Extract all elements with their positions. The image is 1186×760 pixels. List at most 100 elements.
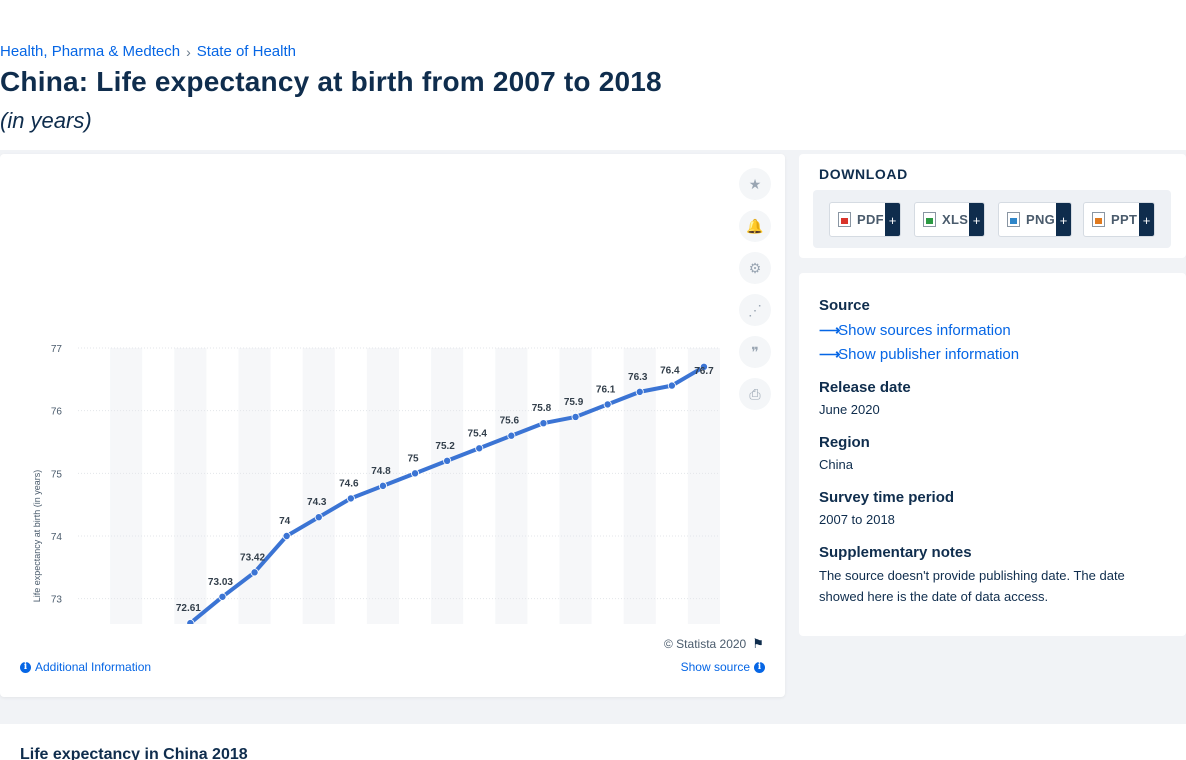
data-label: 73.42 (240, 552, 265, 563)
flag-icon[interactable]: ⚑ (752, 636, 764, 651)
data-point (635, 387, 644, 396)
related-section-title: Life expectancy in China 2018 (20, 746, 248, 760)
data-label: 75.8 (532, 403, 552, 414)
data-label: 75.6 (500, 416, 520, 427)
breadcrumb-link-health[interactable]: Health, Pharma & Medtech (0, 43, 181, 60)
data-point (314, 513, 323, 522)
download-xls-label: XLS (942, 212, 969, 227)
data-label: 72.61 (176, 603, 201, 614)
favorite-icon[interactable]: ★ (739, 168, 771, 200)
copyright-text: © Statista 2020 (664, 637, 747, 651)
y-tick-label: 75 (51, 469, 63, 480)
notification-bell-icon[interactable]: 🔔 (739, 210, 771, 242)
column-band (110, 348, 143, 624)
data-label: 74 (279, 516, 291, 527)
y-tick-label: 77 (51, 344, 63, 355)
data-point (218, 592, 227, 601)
share-icon[interactable]: ⋰ (739, 294, 771, 326)
column-band (559, 348, 592, 624)
additional-information-link[interactable]: i Additional Information (20, 660, 151, 674)
data-point (603, 400, 612, 409)
data-point (346, 494, 355, 503)
column-band (431, 348, 464, 624)
data-label: 74.8 (371, 466, 391, 477)
page-title: China: Life expectancy at birth from 200… (0, 66, 662, 97)
data-point (667, 381, 676, 390)
plus-icon: + (1139, 203, 1154, 236)
release-date-heading: Release date (819, 379, 911, 396)
data-label: 76.7 (694, 366, 714, 377)
data-label: 76.1 (596, 384, 616, 395)
plus-icon: + (1056, 203, 1071, 236)
column-band (302, 348, 335, 624)
png-file-icon (1007, 212, 1020, 227)
additional-information-label: Additional Information (35, 660, 152, 674)
data-label: 75.4 (468, 428, 488, 439)
download-pdf-button[interactable]: PDF + (829, 202, 901, 237)
breadcrumb: Health, Pharma & Medtech › State of Heal… (0, 43, 296, 60)
data-label: 74.3 (307, 497, 327, 508)
related-section: Life expectancy in China 2018 (0, 724, 1186, 760)
show-source-link[interactable]: Show source i (681, 660, 765, 674)
download-buttons-row: PDF + XLS + PNG + PPT + (813, 190, 1171, 248)
download-ppt-label: PPT (1111, 212, 1138, 227)
page-subtitle: (in years) (0, 108, 92, 133)
print-icon[interactable]: ⎙ (739, 378, 771, 410)
chart-toolbar: ★ 🔔 ⚙ ⋰ ❞ ⎙ (739, 168, 771, 420)
download-png-label: PNG (1026, 212, 1056, 227)
quote-icon[interactable]: ❞ (739, 336, 771, 368)
show-source-label: Show source (680, 660, 750, 674)
copyright-notice: © Statista 2020 ⚑ (664, 636, 764, 652)
plus-icon: + (885, 203, 900, 236)
show-publisher-link[interactable]: ⟶ Show publisher information (819, 345, 1019, 363)
y-axis-label: Life expectancy at birth (in years) (32, 470, 42, 603)
y-tick-label: 73 (51, 595, 63, 606)
show-publisher-label: Show publisher information (838, 346, 1020, 363)
ppt-file-icon (1092, 212, 1105, 227)
info-icon: i (754, 661, 765, 673)
survey-period-heading: Survey time period (819, 489, 955, 506)
data-label: 73.03 (208, 577, 233, 588)
source-heading: Source (819, 297, 870, 314)
data-point (282, 531, 291, 540)
region-heading: Region (819, 434, 870, 451)
data-point (507, 431, 516, 440)
data-label: 75.2 (435, 441, 455, 452)
arrow-right-icon: ⟶ (819, 322, 841, 339)
download-card: DOWNLOAD PDF + XLS + PNG + PPT + (799, 154, 1186, 258)
chart-card: 71727374757677Life expectancy at birth (… (0, 154, 785, 697)
data-label: 76.4 (660, 366, 680, 377)
data-label: 75 (407, 453, 419, 464)
breadcrumb-link-state-of-health[interactable]: State of Health (196, 43, 296, 60)
arrow-right-icon: ⟶ (819, 346, 841, 363)
data-point (571, 412, 580, 421)
statistic-info-card: Source ⟶ Show sources information ⟶ Show… (799, 273, 1186, 636)
data-point (443, 456, 452, 465)
data-label: 74.6 (339, 478, 359, 489)
column-band (687, 348, 720, 624)
show-sources-link[interactable]: ⟶ Show sources information (819, 321, 1011, 339)
download-xls-button[interactable]: XLS + (914, 202, 985, 237)
info-icon: i (20, 661, 31, 673)
breadcrumb-separator: › (186, 43, 191, 60)
data-point (378, 481, 387, 490)
data-label: 75.9 (564, 397, 584, 408)
pdf-file-icon (838, 212, 851, 227)
y-tick-label: 74 (51, 532, 63, 543)
data-point (699, 362, 708, 371)
data-point (539, 419, 548, 428)
life-expectancy-line-chart: 71727374757677Life expectancy at birth (… (32, 344, 720, 624)
survey-period-value: 2007 to 2018 (819, 512, 895, 527)
show-sources-label: Show sources information (838, 322, 1011, 339)
download-png-button[interactable]: PNG + (998, 202, 1072, 237)
y-tick-label: 76 (51, 407, 63, 418)
region-value: China (819, 457, 853, 472)
settings-gear-icon[interactable]: ⚙ (739, 252, 771, 284)
series-line (186, 364, 706, 624)
supplementary-notes-value: The source doesn't provide publishing da… (819, 568, 1125, 604)
supplementary-notes-heading: Supplementary notes (819, 544, 972, 561)
data-label: 76.3 (628, 372, 648, 383)
column-band (495, 348, 528, 624)
download-ppt-button[interactable]: PPT + (1083, 202, 1155, 237)
data-point (186, 619, 195, 624)
